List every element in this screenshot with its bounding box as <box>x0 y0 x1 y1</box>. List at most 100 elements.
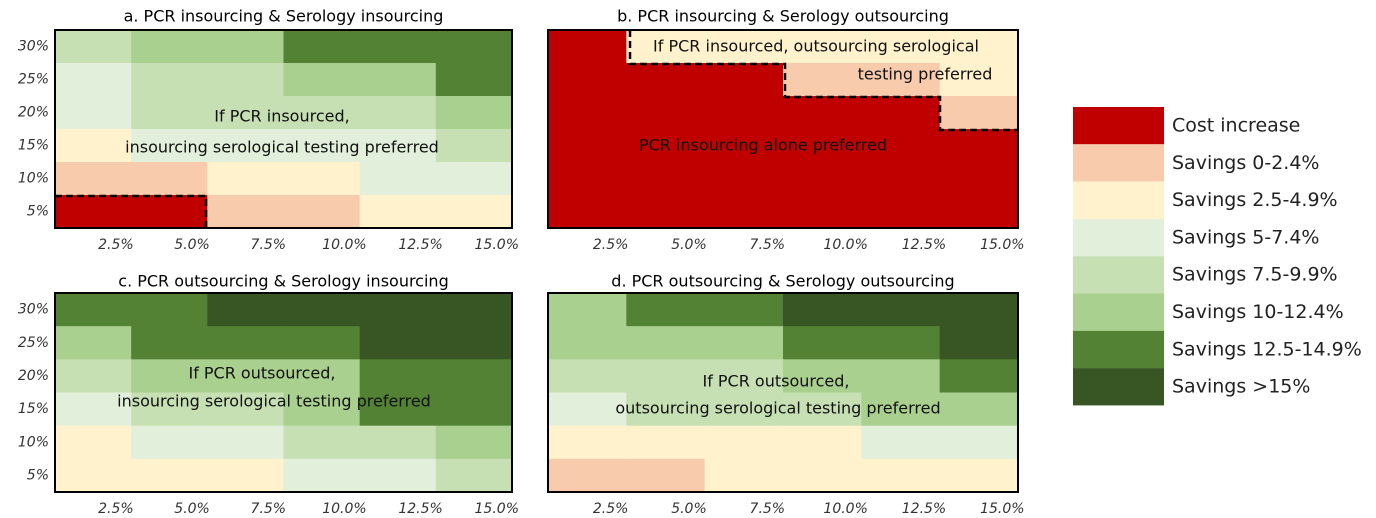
heatmap-cell <box>704 425 784 460</box>
y-tick-label: 10% <box>18 171 49 187</box>
panel-title: c. PCR outsourcing & Serology insourcing <box>118 272 448 291</box>
y-tick-label: 25% <box>18 335 49 351</box>
x-tick-label: 5.0% <box>174 501 210 514</box>
heatmap-cell <box>435 96 513 130</box>
heatmap-cell <box>435 30 513 64</box>
heatmap-cell <box>131 96 208 130</box>
legend-label: Savings 10-12.4% <box>1172 301 1344 323</box>
heatmap-cell <box>626 359 706 394</box>
heatmap-cell <box>626 425 706 460</box>
heatmap-cell <box>548 392 627 427</box>
x-tick-label: 10.0% <box>823 501 867 514</box>
x-tick-label: 15.0% <box>475 237 519 253</box>
legend-label: Savings 12.5-14.9% <box>1172 338 1362 360</box>
heatmap-cell <box>704 392 784 427</box>
heatmap-cell <box>435 458 513 493</box>
heatmap-cell <box>626 458 706 493</box>
x-tick-label: 7.5% <box>250 237 286 253</box>
heatmap-cell <box>861 392 941 427</box>
heatmap-cell <box>783 96 862 130</box>
panel-frame <box>54 29 513 229</box>
heatmap-cell <box>131 326 208 360</box>
heatmap-cell <box>207 392 285 427</box>
region-boundary <box>55 194 208 228</box>
heatmap-cell <box>55 293 132 327</box>
x-tick-label: 2.5% <box>593 501 629 514</box>
legend-label: Savings >15% <box>1172 376 1310 398</box>
heatmap-cell <box>131 392 208 427</box>
heatmap-cell <box>359 96 437 130</box>
heatmap-cell <box>783 458 862 493</box>
heatmap-cell <box>783 162 862 196</box>
y-tick-label: 15% <box>18 138 49 154</box>
heatmap-cell <box>207 458 285 493</box>
heatmap-cell <box>207 425 285 460</box>
heatmap-cell <box>548 293 627 327</box>
legend-swatch <box>1073 218 1164 257</box>
heatmap-cell <box>359 129 437 163</box>
heatmap-cell <box>939 96 1019 130</box>
panel-frame <box>547 292 1019 493</box>
annotation: outsourcing serological testing preferre… <box>615 399 940 418</box>
annotation: insourcing serological testing preferred <box>117 392 431 411</box>
legend-swatch <box>1073 293 1164 331</box>
panel-frame <box>54 292 513 493</box>
heatmap-cell <box>704 96 784 130</box>
heatmap-cell <box>548 96 627 130</box>
y-tick-label: 5% <box>27 204 49 220</box>
heatmap-cell <box>131 293 208 327</box>
heatmap-cell <box>283 129 361 163</box>
x-tick-label: 7.5% <box>750 501 786 514</box>
heatmap-cell <box>207 129 285 163</box>
x-tick-label: 15.0% <box>475 501 519 514</box>
heatmap-cell <box>283 458 361 493</box>
heatmap-cell <box>435 63 513 97</box>
x-tick-label: 10.0% <box>322 237 366 253</box>
legend-swatch <box>1073 330 1164 369</box>
heatmap-cell <box>626 63 706 97</box>
legend-swatch <box>1073 181 1164 219</box>
heatmap-cell <box>783 293 862 327</box>
x-tick-label: 12.5% <box>398 237 442 253</box>
legend-label: Savings 7.5-9.9% <box>1172 264 1338 286</box>
heatmap-cell <box>704 129 784 163</box>
heatmap-cell <box>626 30 706 64</box>
heatmap-cell <box>626 293 706 327</box>
annotation: insourcing serological testing preferred <box>125 138 439 157</box>
heatmap-cell <box>359 63 437 97</box>
heatmap-cell <box>861 129 941 163</box>
heatmap-cell <box>861 63 941 97</box>
x-tick-label: 12.5% <box>398 501 442 514</box>
heatmap-cell <box>55 425 132 460</box>
heatmap-cell <box>626 129 706 163</box>
heatmap-cell <box>626 195 706 229</box>
heatmap-cell <box>939 30 1019 64</box>
heatmap-cell <box>283 392 361 427</box>
heatmap-cell <box>861 195 941 229</box>
heatmap-cell <box>283 162 361 196</box>
heatmap-cell <box>435 162 513 196</box>
heatmap-cell <box>207 63 285 97</box>
heatmap-cell <box>861 162 941 196</box>
heatmap-cell <box>783 359 862 394</box>
heatmap-cell <box>435 392 513 427</box>
heatmap-cell <box>55 458 132 493</box>
heatmap-cell <box>359 458 437 493</box>
heatmap-cell <box>55 96 132 130</box>
heatmap-cell <box>939 195 1019 229</box>
annotation: If PCR insourced, outsourcing serologica… <box>653 37 979 56</box>
x-tick-label: 15.0% <box>980 237 1024 253</box>
heatmap-cell <box>548 162 627 196</box>
heatmap-cell <box>207 96 285 130</box>
heatmap-cell <box>131 425 208 460</box>
panel-title: a. PCR insourcing & Serology insourcing <box>124 7 444 26</box>
legend-label: Savings 0-2.4% <box>1172 152 1319 174</box>
heatmap-cell <box>939 162 1019 196</box>
heatmap-cell <box>626 96 706 130</box>
heatmap-cell <box>131 195 208 229</box>
heatmap-cell <box>861 359 941 394</box>
heatmap-cell <box>283 63 361 97</box>
heatmap-cell <box>704 195 784 229</box>
x-tick-label: 10.0% <box>823 237 867 253</box>
